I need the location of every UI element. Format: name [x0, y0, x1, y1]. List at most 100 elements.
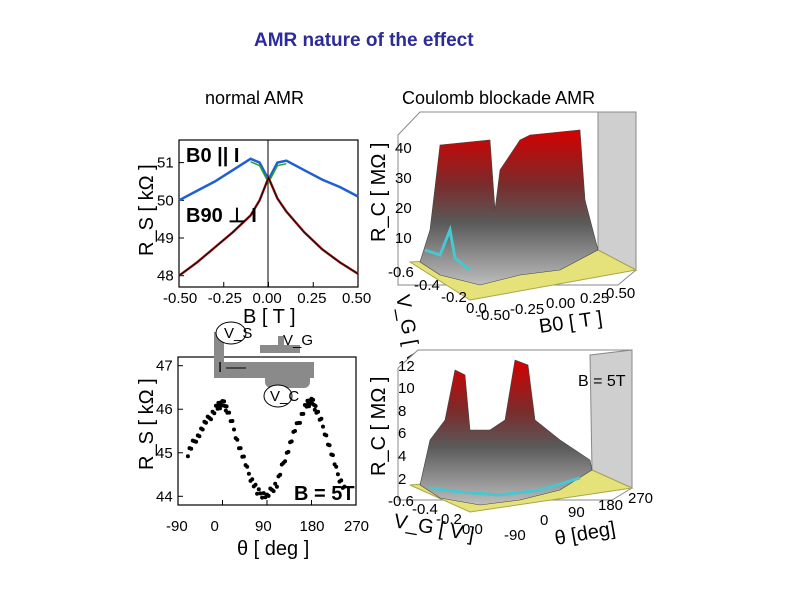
- y-tick-label: -0.4: [414, 277, 440, 294]
- y-tick-label: -0.2: [436, 511, 462, 528]
- y-axis-label-rs: R_S [ kΩ ]: [136, 378, 158, 470]
- surface-angle-gate: 2 4 6 8 10 12 -0.6-0.4-0.20.0 -90 0 90 180 270 B …: [368, 349, 653, 550]
- data-point: [273, 481, 278, 486]
- x-tick-label: 90: [568, 504, 585, 521]
- data-point: [261, 491, 266, 496]
- device-gate-stem: [278, 336, 284, 348]
- data-point: [185, 454, 190, 459]
- data-point: [194, 439, 199, 444]
- normal-amr-label: normal AMR: [205, 88, 305, 108]
- data-point: [213, 403, 218, 408]
- data-point: [330, 453, 335, 458]
- y-tick-label: 50: [157, 192, 174, 209]
- annotation-b-5t: B = 5T: [578, 373, 626, 390]
- z-tick-label: 2: [398, 471, 406, 488]
- z-tick-label: 20: [395, 200, 412, 217]
- z-tick-label: 10: [398, 380, 415, 397]
- inset-label-vg: V_G: [283, 332, 313, 349]
- z-tick-label: 8: [398, 403, 406, 420]
- x-tick-label: 270: [628, 490, 653, 507]
- vc-meter: [263, 384, 293, 408]
- y-tick-label: -0.6: [388, 493, 414, 510]
- data-point: [313, 404, 318, 408]
- data-point: [342, 484, 347, 489]
- inset-label-i: I: [218, 359, 222, 376]
- y-tick-label: 44: [156, 488, 173, 505]
- surface-side-wall: [589, 349, 633, 489]
- z-axis-label-rc: R_C [ MΩ ]: [368, 143, 390, 242]
- data-point: [241, 454, 246, 459]
- data-point: [260, 495, 265, 500]
- y-tick-label: 0.0: [462, 521, 483, 538]
- data-point: [324, 433, 329, 438]
- data-point: [327, 443, 332, 448]
- z-tick-label: 40: [395, 140, 412, 157]
- x-axis-label-b: B [ T ]: [243, 306, 296, 328]
- surface-mesh: [419, 129, 599, 286]
- surface-cyan-shadow: [424, 224, 471, 272]
- x-tick-label: -0.50: [163, 290, 197, 307]
- z-tick-label: 12: [398, 358, 415, 375]
- x-tick-label: -0.25: [510, 301, 544, 318]
- z-tick-label: 30: [395, 170, 412, 187]
- data-point: [209, 417, 213, 422]
- data-point: [212, 411, 217, 416]
- device-lead-left: [214, 332, 224, 377]
- data-point: [250, 477, 255, 482]
- y-tick-label: 51: [157, 155, 174, 172]
- data-point: [339, 478, 344, 483]
- surface-side-wall: [597, 111, 637, 271]
- device-island: [265, 370, 310, 388]
- x-tick-label: 180: [598, 497, 623, 514]
- slide-title: AMR nature of the effect: [254, 30, 474, 51]
- data-point: [253, 482, 258, 487]
- annotation-b0-parallel: B0 || I: [186, 145, 239, 167]
- data-point: [271, 489, 276, 494]
- y-tick-label: -0.2: [441, 289, 467, 306]
- data-point: [311, 397, 316, 402]
- annotation-b90-perpendicular: B90 ⊥ I: [186, 205, 257, 227]
- data-point: [230, 419, 235, 423]
- data-point: [256, 487, 261, 492]
- data-point: [334, 464, 339, 469]
- x-tick-label: 90: [255, 518, 272, 535]
- data-point: [222, 399, 227, 404]
- device-inset: V_S V_G I V_C: [214, 321, 314, 408]
- z-tick-label: 6: [398, 425, 406, 442]
- x-tick-label: -90: [166, 518, 188, 535]
- data-point: [289, 439, 294, 444]
- x-tick-label: 0: [540, 512, 548, 529]
- z-tick-label: 10: [395, 230, 412, 247]
- y-tick-label: 47: [156, 358, 173, 375]
- x-tick-label: 180: [300, 518, 325, 535]
- data-point: [200, 427, 205, 432]
- surface-mesh: [419, 359, 593, 506]
- data-point: [266, 493, 271, 498]
- series-b0-green-trace: [250, 161, 287, 185]
- data-point: [283, 459, 288, 464]
- x-tick-label: 0.25: [580, 290, 609, 307]
- inset-label-vs: V_S: [224, 325, 252, 342]
- z-tick-label: 4: [398, 448, 406, 465]
- data-point: [301, 411, 306, 416]
- x-axis-label-theta: θ [deg]: [553, 518, 617, 550]
- data-point: [197, 434, 202, 439]
- x-tick-label: -0.25: [208, 290, 242, 307]
- y-axis-label-rs: R_S [ kΩ ]: [136, 164, 158, 256]
- x-tick-label: 0.50: [342, 290, 371, 307]
- data-point: [227, 410, 232, 415]
- data-point: [321, 424, 325, 429]
- data-point: [286, 449, 291, 454]
- surface-cyan-shadow: [429, 476, 581, 497]
- annotation-b-5t: B = 5T: [294, 483, 355, 505]
- x-tick-label: 0: [211, 518, 219, 535]
- y-tick-label: 45: [156, 445, 173, 462]
- data-point: [224, 404, 229, 409]
- data-point: [204, 420, 208, 425]
- data-point: [189, 446, 194, 451]
- data-point: [245, 464, 250, 469]
- data-point: [238, 446, 243, 451]
- x-tick-label: 0.50: [606, 285, 635, 302]
- y-tick-label: 49: [157, 230, 174, 247]
